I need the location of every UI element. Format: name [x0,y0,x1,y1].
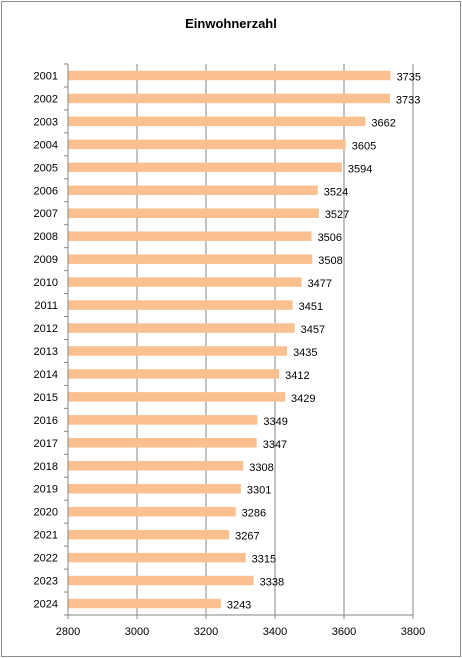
data-label-2008: 3506 [318,232,342,244]
data-label-2003: 3662 [371,117,395,129]
y-tick-label-2013: 2013 [34,346,58,358]
data-label-2006: 3524 [324,186,348,198]
y-tick-label-2024: 2024 [34,599,58,611]
bar-2023 [68,575,254,586]
bar-2004 [68,139,346,150]
y-tick-label-2016: 2016 [34,415,58,427]
data-label-2014: 3412 [285,370,309,382]
data-label-2005: 3594 [348,163,372,175]
bar-2024 [68,598,221,609]
data-label-2001: 3735 [397,71,421,83]
data-label-2015: 3429 [291,393,315,405]
y-tick-label-2006: 2006 [34,185,58,197]
bar-2021 [68,529,230,540]
y-tick-label-2015: 2015 [34,392,58,404]
bar-2011 [68,300,293,310]
data-label-2020: 3286 [242,508,266,520]
bar-2020 [68,506,236,517]
bar-2018 [68,461,244,471]
y-tick-label-2005: 2005 [34,162,58,174]
bar-2017 [68,438,257,448]
chart-title: Einwohnerzahl [185,16,277,31]
data-label-2013: 3435 [293,347,317,359]
y-tick-label-2011: 2011 [34,300,58,312]
bar-2002 [68,93,390,104]
y-tick-label-2018: 2018 [34,461,58,473]
y-tick-label-2004: 2004 [34,139,58,151]
data-label-2024: 3243 [227,600,251,612]
y-tick-label-2007: 2007 [34,208,58,220]
bar-2003 [68,116,366,127]
data-label-2002: 3733 [396,94,420,106]
bar-2010 [68,277,302,287]
x-tick-label-3400: 3400 [263,626,287,638]
y-tick-label-2022: 2022 [34,553,58,565]
x-tick-label-3000: 3000 [125,626,149,638]
data-label-2021: 3267 [235,531,259,543]
y-tick-label-2020: 2020 [34,507,58,519]
bar-2014 [68,369,280,379]
y-tick-label-2019: 2019 [34,484,58,496]
gridlines [136,64,414,615]
axes: 2800 3000 3200 3400 3600 3800 2001 2002 2003 2004… [34,63,425,638]
bar-2009 [68,254,313,264]
y-tick-label-2010: 2010 [34,277,58,289]
bar-2012 [68,323,295,333]
data-label-2012: 3457 [301,324,325,336]
bar-2001 [68,70,391,81]
data-label-2023: 3338 [260,577,284,589]
x-tick-label-3800: 3800 [401,626,425,638]
bar-2007 [68,208,319,218]
data-label-2018: 3308 [249,462,273,474]
data-label-2007: 3527 [325,209,349,221]
y-tick-label-2017: 2017 [34,438,58,450]
x-tick-label-3200: 3200 [194,626,218,638]
data-label-2019: 3301 [247,485,271,497]
y-tick-label-2023: 2023 [34,576,58,588]
data-label-2009: 3508 [318,255,342,267]
bar-2013 [68,346,288,356]
y-tick-label-2021: 2021 [34,530,58,542]
data-label-2017: 3347 [263,439,287,451]
bar-2006 [68,185,318,196]
y-tick-label-2012: 2012 [34,323,58,335]
x-tick-label-3600: 3600 [332,626,356,638]
data-label-2011: 3451 [299,301,323,313]
y-tick-label-2008: 2008 [34,231,58,243]
bar-2005 [68,162,342,173]
data-label-2004: 3605 [352,140,376,152]
y-tick-label-2002: 2002 [34,93,58,105]
bar-2016 [68,415,258,425]
y-tick-label-2009: 2009 [34,254,58,266]
y-tick-label-2003: 2003 [34,116,58,128]
bar-2008 [68,231,312,241]
bar-2022 [68,552,246,563]
x-tick-label-2800: 2800 [56,626,80,638]
y-tick-label-2014: 2014 [34,369,58,381]
bar-2019 [68,483,241,494]
data-label-2010: 3477 [308,278,332,290]
data-label-2016: 3349 [263,416,287,428]
data-label-2022: 3315 [252,554,276,566]
bar-2015 [68,392,286,402]
y-tick-label-2001: 2001 [34,70,58,82]
